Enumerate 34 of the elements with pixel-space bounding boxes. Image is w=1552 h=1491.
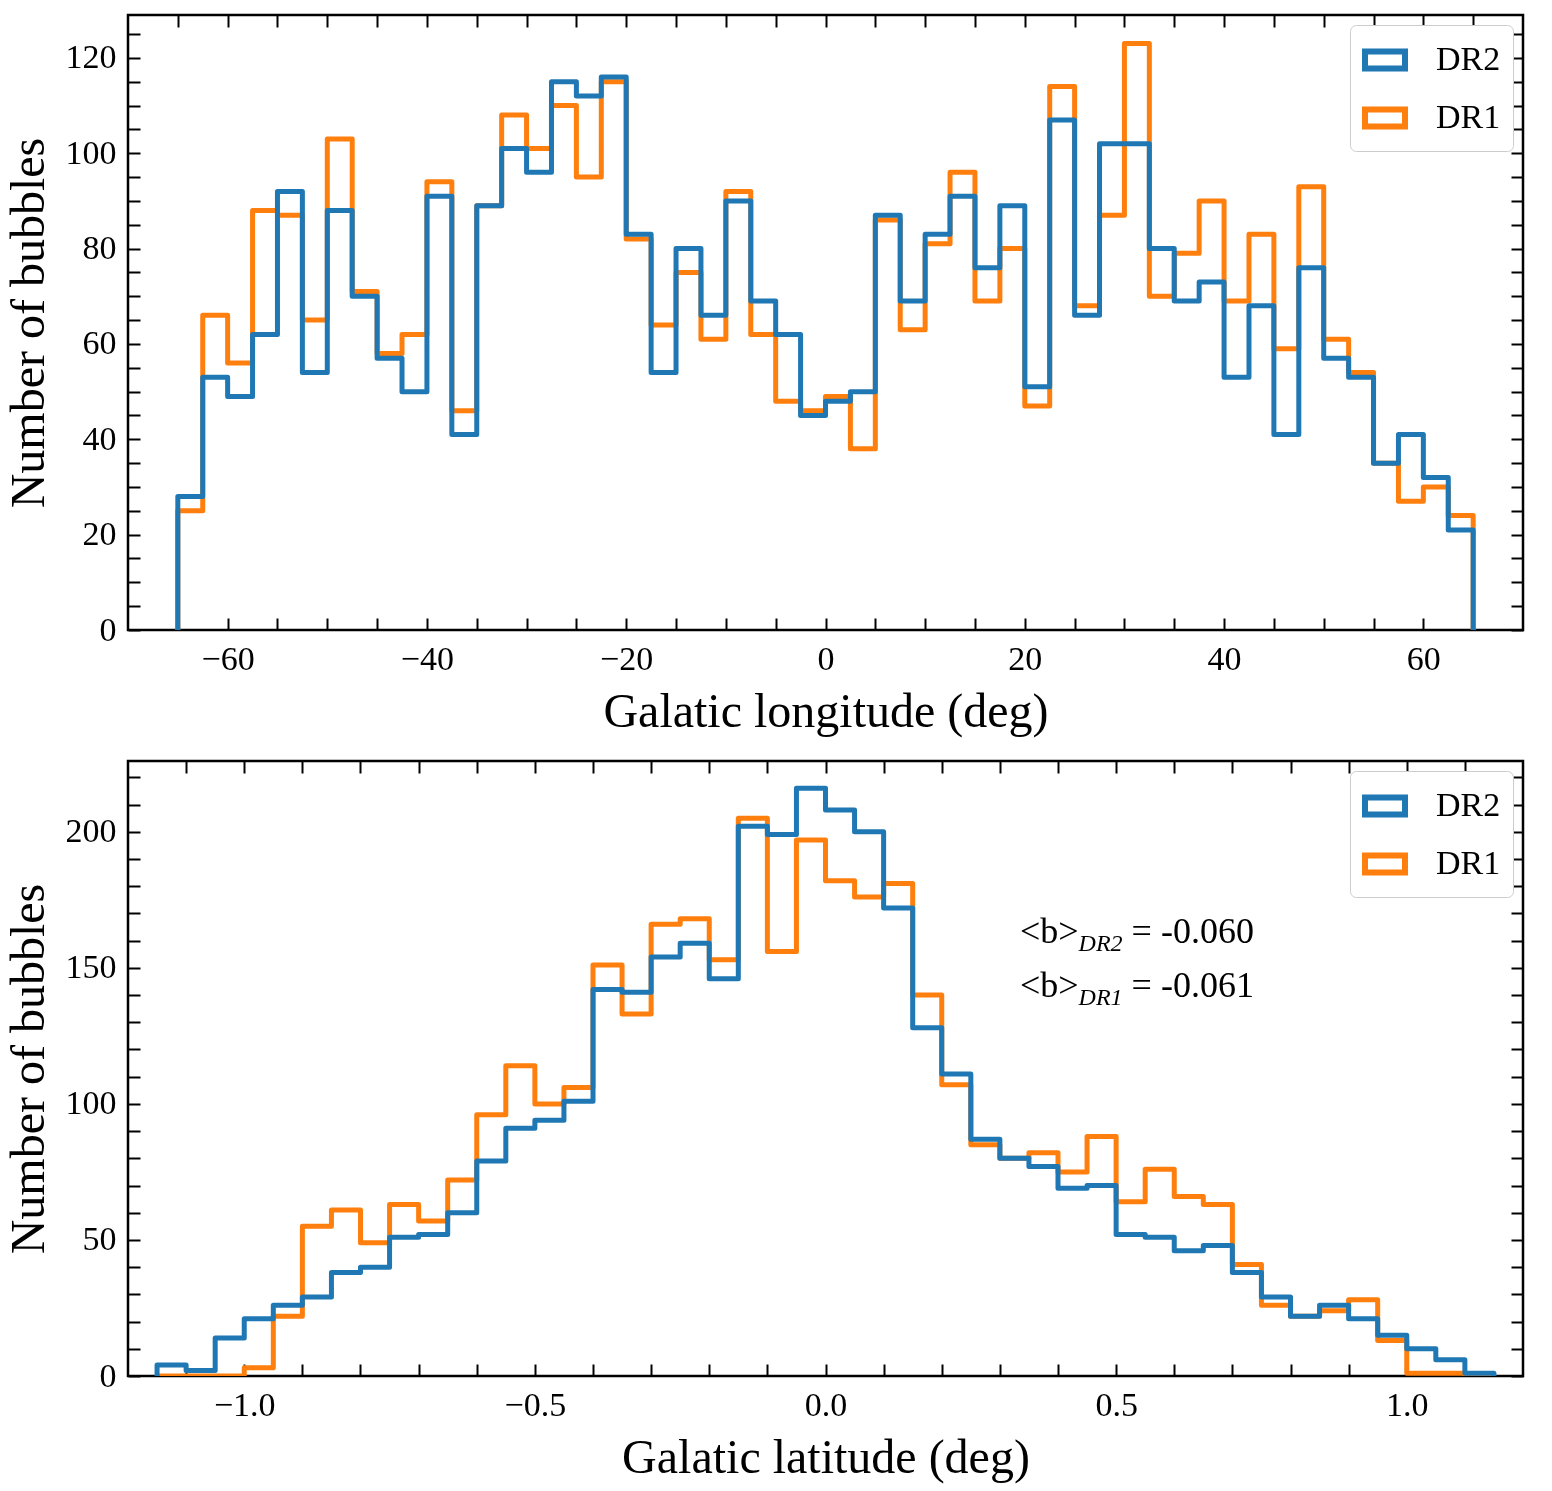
x-tick-label: 0.5 [1095, 1385, 1138, 1423]
x-tick-label: −1.0 [213, 1385, 276, 1423]
x-tick-label: 60 [1406, 639, 1441, 677]
y-axis-title: Number of bubbles [0, 883, 54, 1255]
legend-label: DR2 [1436, 40, 1501, 77]
x-axis-title: Galatic latitude (deg) [622, 1429, 1030, 1484]
legend-label: DR1 [1436, 98, 1501, 135]
x-tick-label: 0 [817, 639, 835, 677]
y-tick-label: 0 [99, 610, 117, 648]
y-tick-label: 100 [65, 133, 117, 171]
x-tick-label: −0.5 [504, 1385, 567, 1423]
y-tick-label: 200 [65, 812, 117, 850]
x-tick-label: 0.0 [804, 1385, 848, 1423]
y-tick-label: 150 [65, 948, 117, 986]
y-tick-label: 80 [82, 229, 117, 267]
x-tick-label: −60 [201, 639, 255, 677]
y-tick-label: 100 [65, 1084, 117, 1122]
y-axis-title: Number of bubbles [0, 137, 54, 509]
annotation: <b>$_{DR1}$ = -0.061 [1020, 964, 1254, 1012]
y-tick-label: 120 [65, 38, 117, 76]
y-tick-label: 50 [82, 1220, 117, 1258]
legend-label: DR2 [1436, 786, 1501, 823]
x-tick-label: −20 [600, 639, 654, 677]
x-axis-title: Galatic longitude (deg) [603, 683, 1049, 738]
y-tick-label: 60 [82, 324, 117, 362]
annotation: <b>$_{DR2}$ = -0.060 [1020, 910, 1254, 958]
y-tick-label: 40 [82, 419, 117, 457]
x-tick-label: −40 [400, 639, 455, 677]
x-tick-label: 20 [1008, 639, 1043, 677]
legend-label: DR1 [1436, 844, 1501, 881]
y-tick-label: 0 [99, 1356, 117, 1394]
x-tick-label: 1.0 [1386, 1385, 1429, 1423]
y-tick-label: 20 [82, 515, 117, 553]
x-tick-label: 40 [1207, 639, 1242, 677]
